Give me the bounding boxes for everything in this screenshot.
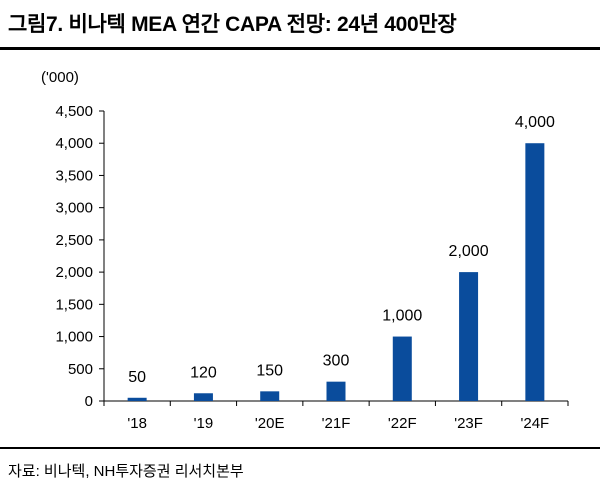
data-label: 2,000 [449, 243, 489, 260]
y-tick-label: 0 [85, 393, 93, 410]
bar-1 [127, 397, 147, 401]
x-tick-label: '21F [322, 415, 351, 432]
figure-title: 그림7. 비나텍 MEA 연간 CAPA 전망: 24년 400만장 [8, 13, 457, 36]
bar-3 [260, 391, 280, 401]
source-note: 자료: 비나텍, NH투자증권 리서치본부 [8, 463, 244, 480]
x-tick-label: '20E [255, 415, 285, 432]
x-tick-label: '23F [454, 415, 483, 432]
bar-4 [326, 381, 346, 401]
y-tick-label: 4,000 [55, 135, 93, 152]
y-tick-label: 4,500 [55, 103, 93, 120]
x-tick-label: '22F [388, 415, 417, 432]
y-tick-label: 2,000 [55, 264, 93, 281]
title-divider [0, 47, 600, 50]
y-tick-label: 500 [68, 361, 93, 378]
x-tick-label: '19 [194, 415, 214, 432]
bar-2 [193, 393, 213, 401]
data-label: 4,000 [515, 114, 555, 131]
x-tick-label: '18 [127, 415, 147, 432]
y-tick-label: 1,000 [55, 329, 93, 346]
data-label: 120 [190, 364, 217, 381]
bar-5 [392, 336, 412, 401]
y-tick-label: 3,000 [55, 200, 93, 217]
data-label: 1,000 [382, 308, 422, 325]
y-tick-label: 2,500 [55, 232, 93, 249]
y-tick-label: 3,500 [55, 167, 93, 184]
y-tick-label: 1,500 [55, 296, 93, 313]
data-label: 300 [323, 353, 350, 370]
bar-7 [525, 143, 545, 401]
data-label: 150 [256, 362, 283, 379]
y-axis-unit-label: ('000) [41, 69, 79, 86]
source-divider [0, 447, 600, 449]
x-tick-label: '24F [520, 415, 549, 432]
bar-6 [459, 272, 479, 401]
data-label: 50 [128, 369, 146, 386]
